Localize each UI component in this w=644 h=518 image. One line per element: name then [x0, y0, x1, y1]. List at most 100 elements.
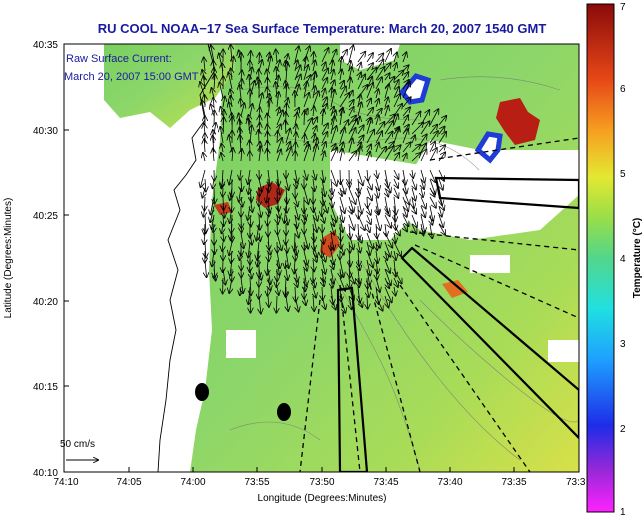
current-vector	[277, 259, 280, 275]
current-vector	[430, 214, 432, 225]
current-vector	[313, 169, 316, 180]
current-vector	[331, 268, 334, 283]
current-vector	[366, 53, 373, 63]
current-vector	[249, 141, 250, 153]
current-vector	[331, 214, 334, 226]
x-tick-label: 73:50	[309, 477, 334, 488]
current-vector	[259, 93, 262, 108]
current-vector	[349, 205, 352, 214]
current-vector	[259, 232, 260, 241]
current-vector	[228, 73, 232, 90]
current-vector	[321, 196, 327, 212]
current-vector	[411, 144, 420, 153]
current-vector	[375, 60, 383, 72]
current-vector	[203, 205, 205, 217]
current-vector	[303, 65, 308, 81]
current-vector	[340, 149, 343, 162]
current-vector	[340, 108, 343, 126]
colorbar-tick-label: 3	[620, 339, 626, 350]
current-vector	[223, 232, 224, 241]
current-vector	[403, 169, 406, 185]
current-vector	[277, 92, 279, 108]
current-vector	[349, 250, 350, 266]
current-vector	[330, 90, 335, 108]
current-vector	[358, 268, 360, 284]
current-vector	[277, 150, 281, 162]
current-vector	[394, 250, 396, 260]
current-vector	[349, 78, 351, 90]
current-vector	[313, 286, 316, 298]
current-vector	[375, 277, 380, 292]
current-vector	[376, 178, 379, 190]
current-vector	[340, 187, 342, 196]
current-vector	[304, 169, 307, 180]
current-vector	[438, 116, 446, 126]
current-vector	[394, 63, 397, 72]
current-vector	[394, 196, 396, 215]
current-vector	[202, 101, 205, 117]
current-vector	[214, 241, 215, 254]
current-vector	[438, 132, 446, 144]
current-vector	[250, 187, 251, 202]
current-vector	[402, 82, 410, 99]
current-vector	[286, 84, 287, 99]
current-vector	[367, 169, 368, 181]
current-vector	[339, 196, 345, 213]
current-vector	[322, 169, 324, 182]
current-vector	[277, 169, 279, 186]
current-vector	[438, 214, 443, 227]
current-vector	[438, 169, 444, 181]
current-vector	[304, 259, 307, 271]
colorbar-label: Temperature (°C)	[632, 218, 643, 299]
current-vector	[257, 241, 259, 260]
current-vector	[420, 149, 426, 162]
cloud-mask-coastal	[226, 330, 256, 358]
current-vector	[349, 259, 350, 278]
current-vector	[240, 169, 241, 180]
current-vector	[259, 205, 261, 217]
current-vector	[259, 268, 261, 280]
y-tick-label: 40:35	[33, 40, 58, 51]
scale-label: 50 cm/s	[60, 439, 95, 450]
current-vector	[393, 127, 399, 144]
current-vector	[221, 153, 223, 162]
current-vector	[277, 178, 280, 195]
current-vector	[394, 169, 399, 179]
current-vector	[385, 277, 389, 288]
current-vector	[385, 295, 389, 307]
annotation-line-1: Raw Surface Current:	[66, 53, 172, 65]
current-vector	[303, 93, 309, 108]
current-vector	[331, 223, 334, 235]
current-vector	[403, 205, 407, 217]
y-axis-label: Latitude (Degrees:Minutes)	[3, 198, 14, 319]
current-vector	[366, 187, 372, 200]
current-vector	[420, 110, 429, 126]
current-vector	[250, 214, 251, 226]
current-vector	[294, 66, 301, 81]
current-vector	[376, 169, 378, 178]
current-vector	[295, 169, 297, 183]
current-vector	[322, 268, 324, 282]
current-vector	[349, 139, 353, 153]
current-vector	[212, 88, 215, 99]
current-vector	[367, 205, 371, 215]
current-vector	[384, 178, 391, 192]
current-vector	[322, 109, 324, 126]
current-vector	[304, 82, 307, 99]
plot-area	[64, 44, 579, 472]
current-vector	[248, 205, 250, 220]
current-vector	[276, 232, 282, 250]
current-vector	[375, 53, 383, 63]
current-vector	[239, 85, 241, 99]
current-vector	[267, 214, 268, 226]
current-vector	[249, 75, 250, 90]
current-vector	[286, 178, 289, 190]
current-vector	[358, 232, 362, 243]
current-vector	[385, 187, 388, 197]
current-vector	[394, 232, 396, 243]
current-vector	[429, 125, 437, 135]
current-vector	[229, 277, 232, 293]
current-vector	[384, 205, 390, 216]
current-vector	[403, 178, 407, 193]
x-tick-label: 74:05	[116, 477, 141, 488]
